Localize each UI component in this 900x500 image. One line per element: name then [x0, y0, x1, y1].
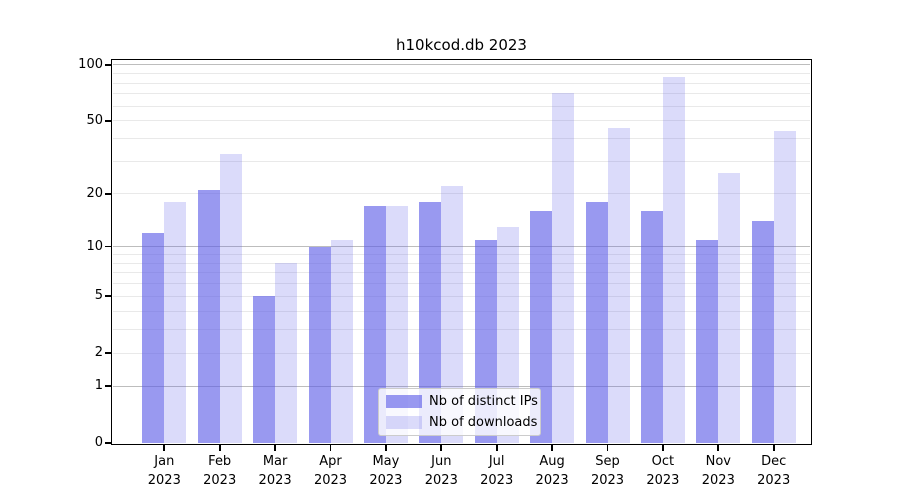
- gridline-y-6: [113, 283, 810, 285]
- x-tick-label-jul: Jul 2023: [480, 454, 514, 488]
- bar-apr-distinct-ips: [308, 246, 331, 443]
- gridline-y-40: [113, 138, 810, 140]
- x-tick-label-aug: Aug 2023: [535, 454, 569, 488]
- bar-oct-downloads: [662, 77, 685, 443]
- x-tick-sep: [606, 444, 609, 451]
- gridline-y-90: [113, 73, 810, 74]
- x-tick-label-oct: Oct 2023: [646, 454, 680, 488]
- x-tick-label-jun: Jun 2023: [424, 454, 458, 488]
- bar-dec-downloads: [773, 131, 796, 443]
- x-tick-aug: [551, 444, 553, 451]
- gridline-y-10: [113, 246, 810, 248]
- gridline-y-50: [113, 120, 810, 122]
- gridline-y-100: [113, 64, 810, 66]
- gridline-y-60: [113, 105, 810, 107]
- y-tick-2: [105, 352, 112, 354]
- gridline-y-9: [113, 253, 810, 255]
- gridline-y-8: [113, 262, 810, 264]
- y-tick-100: [105, 64, 112, 66]
- x-tick-label-apr: Apr 2023: [313, 454, 348, 488]
- y-tick-label-0: 0: [94, 435, 103, 450]
- y-tick-label-100: 100: [78, 56, 103, 72]
- x-tick-label-mar: Mar 2023: [258, 454, 292, 488]
- y-tick-50: [105, 120, 112, 122]
- x-tick-jun: [440, 444, 443, 451]
- bar-jan-distinct-ips: [142, 232, 165, 443]
- legend: Nb of distinct IPs Nb of downloads: [378, 388, 541, 436]
- gridline-y-2: [113, 352, 810, 354]
- legend-label-distinct-ips: Nb of distinct IPs: [429, 393, 538, 409]
- x-tick-label-may: May 2023: [369, 454, 403, 488]
- bar-may-downloads: [385, 206, 408, 443]
- bar-apr-downloads: [330, 239, 353, 443]
- y-tick-1: [105, 385, 112, 388]
- bar-feb-downloads: [219, 154, 242, 443]
- bar-jun-downloads: [441, 186, 464, 443]
- legend-row-distinct-ips: Nb of distinct IPs: [386, 392, 538, 411]
- x-tick-feb: [218, 444, 221, 451]
- bar-mar-downloads: [275, 263, 298, 443]
- gridline-y-5: [113, 295, 810, 297]
- x-tick-label-sep: Sep 2023: [590, 454, 625, 488]
- chart-title: h10kcod.db 2023: [396, 36, 527, 54]
- bar-aug-downloads: [552, 92, 575, 443]
- bar-nov-downloads: [718, 173, 741, 443]
- legend-swatch-distinct-ips-icon: [386, 394, 422, 408]
- gridline-y-7: [113, 272, 810, 274]
- gridline-y-1: [113, 385, 810, 387]
- legend-label-downloads: Nb of downloads: [429, 415, 538, 431]
- y-tick-label-2: 2: [94, 345, 103, 360]
- x-tick-nov: [717, 444, 720, 451]
- y-tick-label-10: 10: [86, 238, 103, 254]
- y-tick-label-5: 5: [94, 288, 103, 304]
- gridline-y-4: [113, 310, 810, 312]
- bar-oct-distinct-ips: [640, 210, 663, 443]
- bar-sep-downloads: [607, 127, 630, 443]
- legend-row-downloads: Nb of downloads: [386, 414, 537, 433]
- x-tick-jan: [163, 444, 166, 451]
- bar-jan-downloads: [164, 201, 187, 443]
- x-tick-jul: [495, 444, 498, 451]
- y-tick-0: [105, 442, 112, 444]
- y-tick-10: [105, 245, 112, 248]
- gridline-y-20: [113, 193, 810, 195]
- bar-feb-distinct-ips: [197, 189, 220, 443]
- x-tick-may: [385, 444, 387, 451]
- gridline-y-3: [113, 328, 810, 330]
- x-tick-label-jan: Jan 2023: [147, 454, 181, 488]
- x-tick-label-nov: Nov 2023: [701, 454, 735, 488]
- bar-may-distinct-ips: [363, 206, 386, 443]
- x-tick-label-dec: Dec 2023: [757, 454, 791, 488]
- plot-area: [113, 61, 810, 443]
- x-tick-label-feb: Feb 2023: [203, 454, 237, 488]
- bar-sep-distinct-ips: [585, 201, 608, 443]
- x-tick-dec: [772, 444, 775, 451]
- x-tick-mar: [274, 444, 276, 451]
- bar-mar-distinct-ips: [253, 296, 276, 443]
- bar-aug-distinct-ips: [530, 210, 553, 443]
- y-tick-label-1: 1: [94, 378, 103, 394]
- bar-dec-distinct-ips: [751, 221, 774, 443]
- bar-nov-distinct-ips: [696, 239, 719, 443]
- gridline-y-30: [113, 161, 810, 163]
- x-tick-apr: [329, 444, 332, 451]
- y-tick-label-20: 20: [86, 185, 103, 201]
- legend-swatch-downloads-icon: [386, 416, 422, 430]
- gridline-y-70: [113, 93, 810, 95]
- y-tick-label-50: 50: [86, 112, 103, 128]
- bar-jun-distinct-ips: [419, 201, 442, 443]
- gridline-y-80: [113, 82, 810, 84]
- y-tick-5: [105, 295, 112, 298]
- x-tick-oct: [662, 444, 664, 451]
- y-tick-20: [105, 192, 112, 195]
